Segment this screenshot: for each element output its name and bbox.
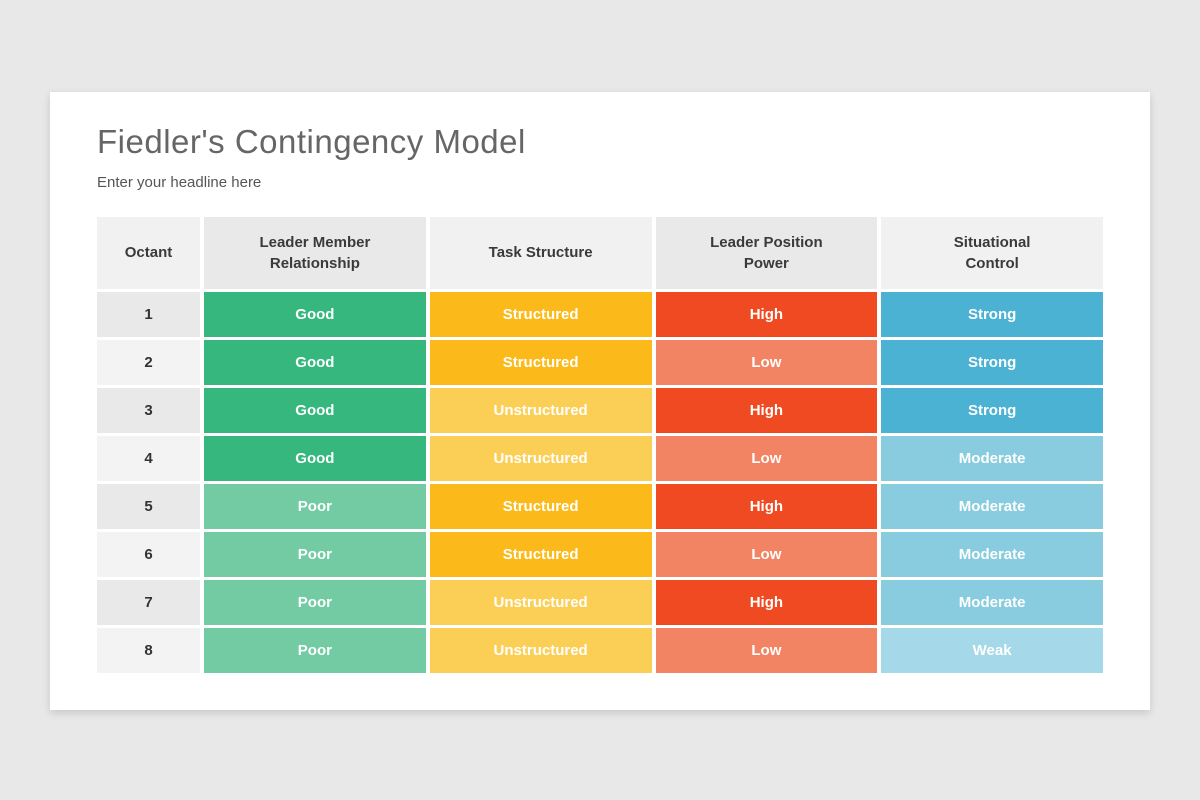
task-cell: Unstructured [429, 387, 652, 433]
page-subtitle: Enter your headline here [97, 173, 262, 191]
column-header: Leader Member Relationship [204, 216, 426, 289]
column-header: Octant [97, 216, 200, 289]
octant-cell: 5 [97, 483, 200, 529]
power-cell: High [655, 579, 878, 625]
power-cell: Low [655, 339, 878, 385]
octant-cell: 2 [97, 339, 200, 385]
control-cell: Moderate [881, 579, 1103, 625]
control-cell: Weak [881, 627, 1103, 673]
octant-cell: 8 [97, 627, 200, 673]
relationship-cell: Good [204, 435, 426, 481]
relationship-cell: Poor [204, 627, 426, 673]
power-cell: High [655, 387, 878, 433]
relationship-cell: Good [204, 387, 426, 433]
control-cell: Strong [881, 387, 1103, 433]
power-cell: High [655, 291, 878, 337]
control-cell: Strong [881, 339, 1103, 385]
relationship-cell: Poor [204, 531, 426, 577]
task-cell: Unstructured [429, 435, 652, 481]
control-cell: Moderate [881, 435, 1103, 481]
control-cell: Moderate [881, 483, 1103, 529]
octant-cell: 1 [97, 291, 200, 337]
task-cell: Structured [429, 339, 652, 385]
relationship-cell: Poor [204, 483, 426, 529]
octant-cell: 4 [97, 435, 200, 481]
task-cell: Structured [429, 291, 652, 337]
task-cell: Structured [429, 483, 652, 529]
task-cell: Unstructured [429, 579, 652, 625]
task-cell: Structured [429, 531, 652, 577]
octant-cell: 7 [97, 579, 200, 625]
octant-cell: 6 [97, 531, 200, 577]
column-header: Leader Position Power [655, 216, 878, 289]
power-cell: High [655, 483, 878, 529]
octant-cell: 3 [97, 387, 200, 433]
slide-card: Fiedler's Contingency Model Enter your h… [50, 92, 1150, 710]
power-cell: Low [655, 435, 878, 481]
relationship-cell: Good [204, 291, 426, 337]
power-cell: Low [655, 627, 878, 673]
column-header: Task Structure [429, 216, 652, 289]
control-cell: Moderate [881, 531, 1103, 577]
task-cell: Unstructured [429, 627, 652, 673]
relationship-cell: Good [204, 339, 426, 385]
power-cell: Low [655, 531, 878, 577]
column-header: Situational Control [881, 216, 1103, 289]
control-cell: Strong [881, 291, 1103, 337]
relationship-cell: Poor [204, 579, 426, 625]
contingency-table: Octant Leader Member Relationship Task Stru… [97, 216, 1103, 673]
page-title: Fiedler's Contingency Model [97, 123, 526, 160]
